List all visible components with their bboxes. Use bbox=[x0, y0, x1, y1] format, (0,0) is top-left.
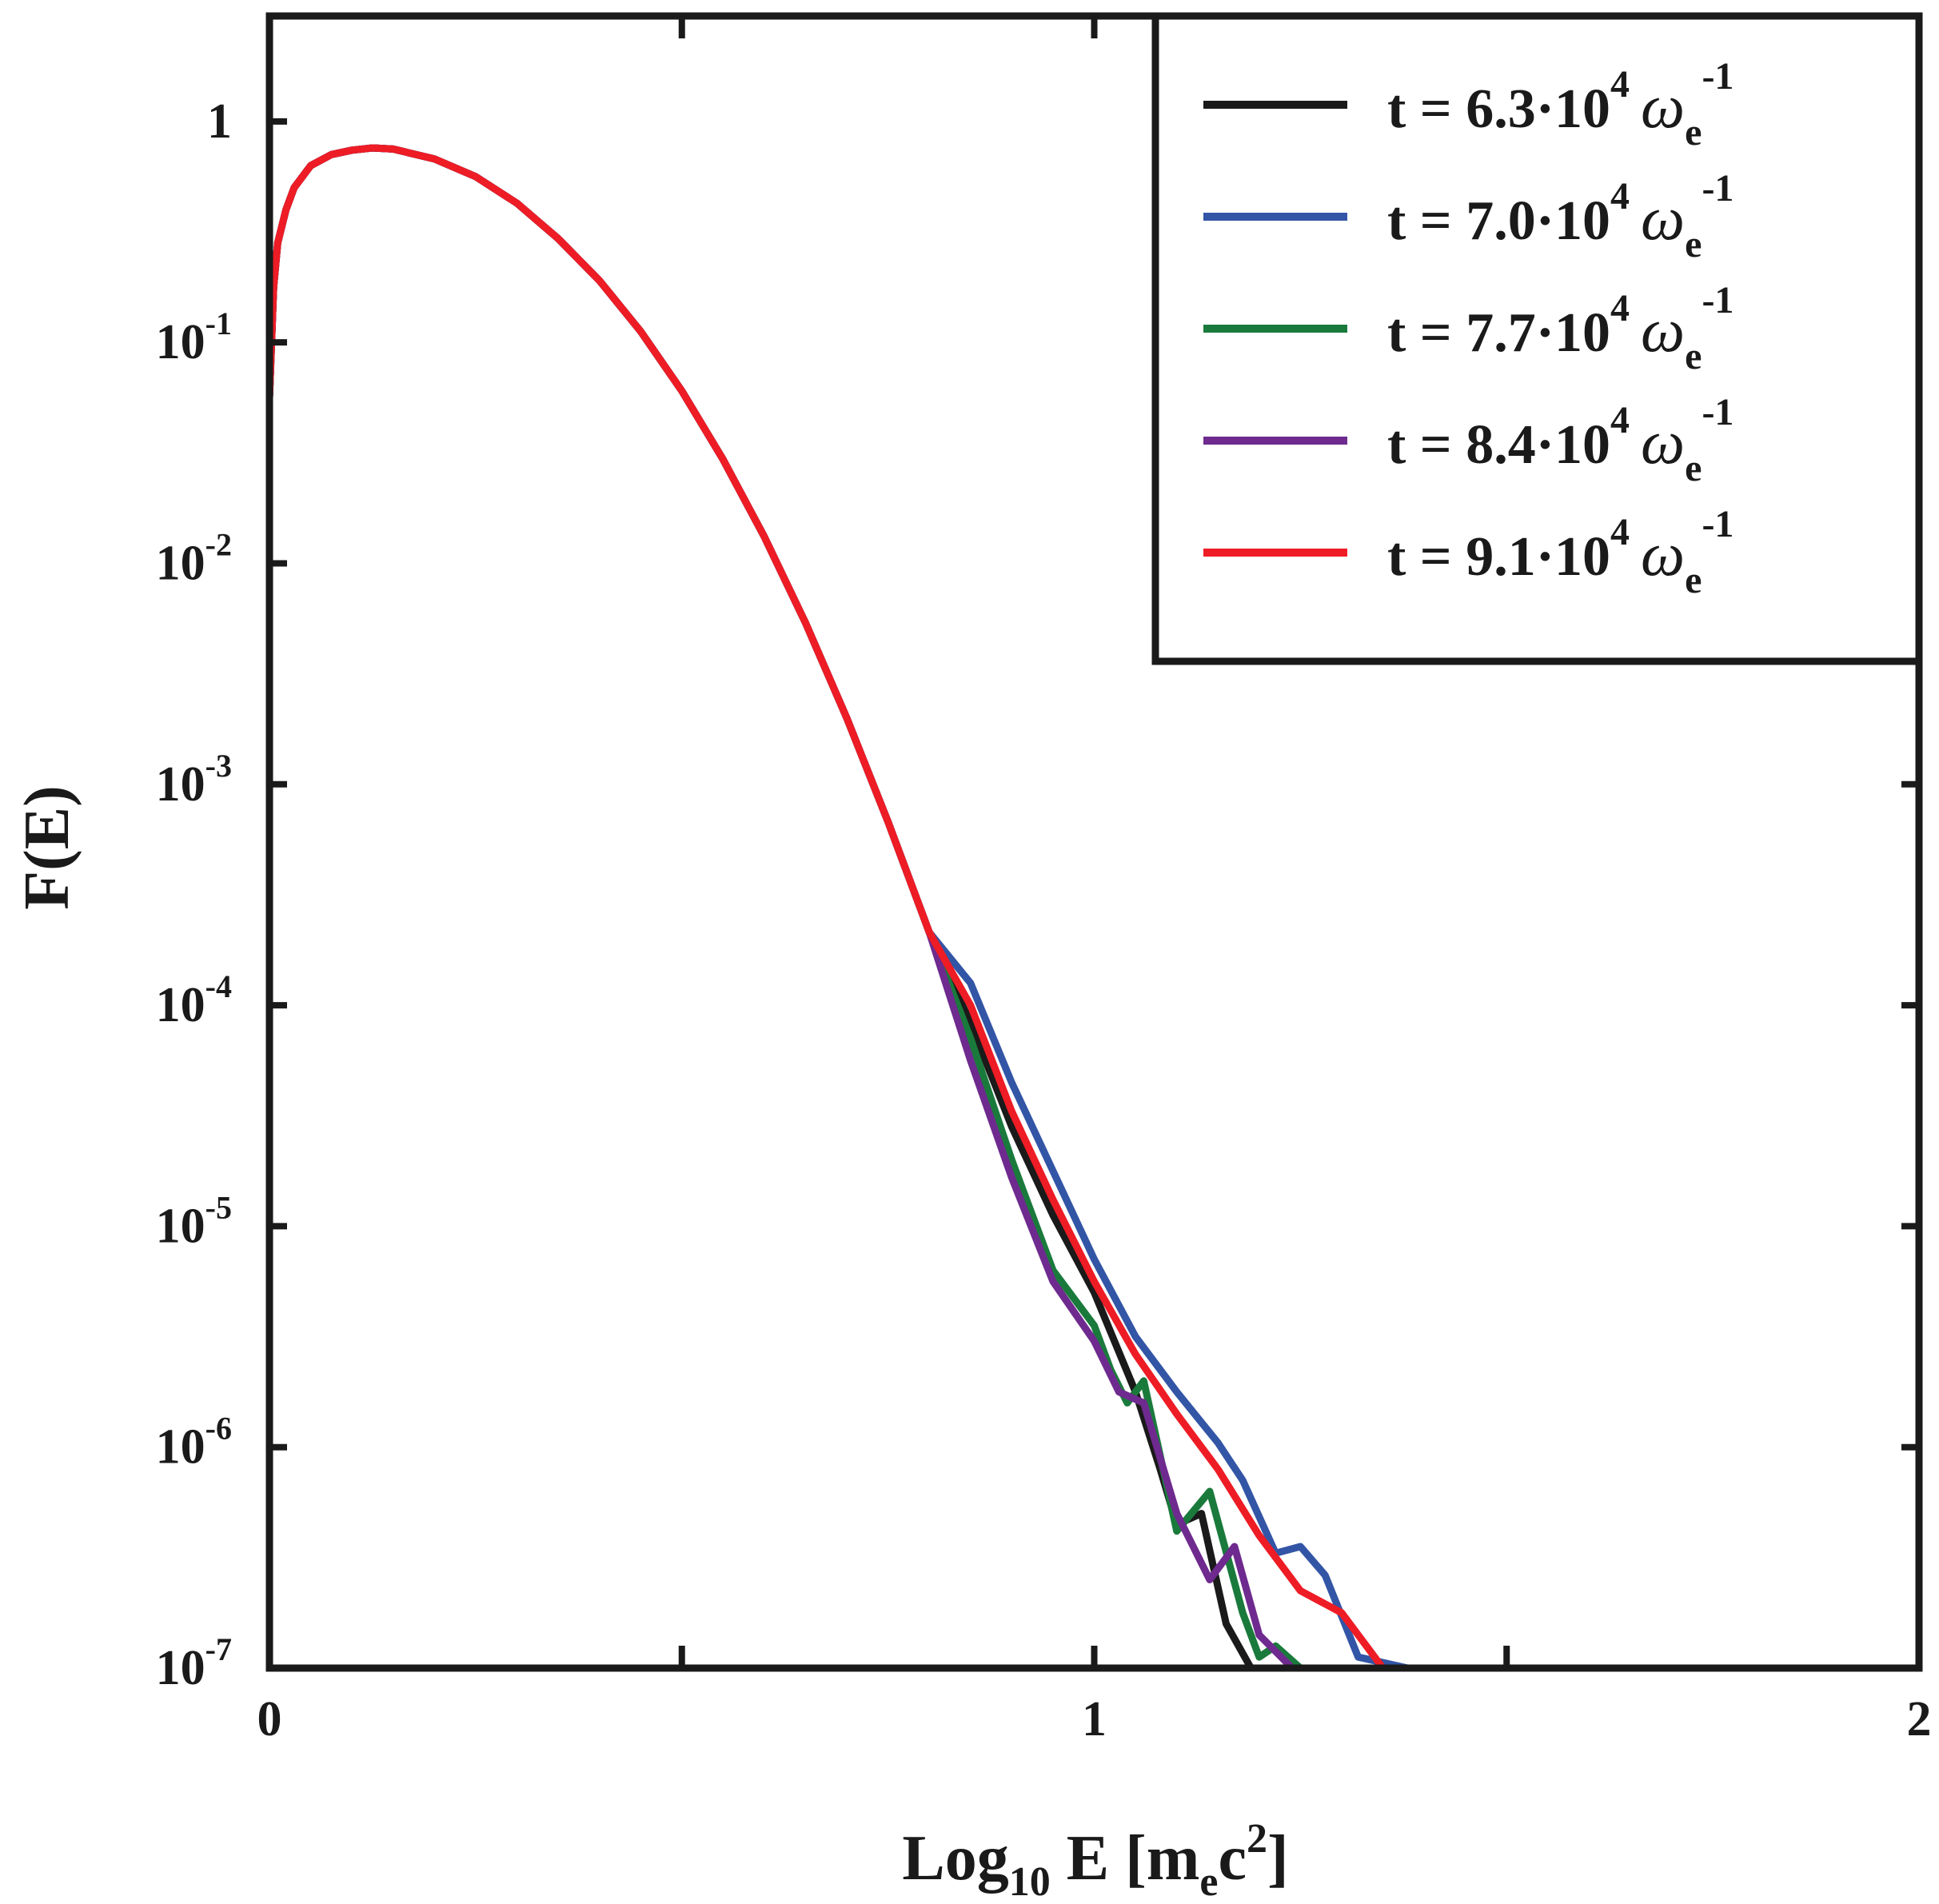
y-axis-title: F(E) bbox=[12, 785, 82, 910]
y-tick-label: 10-6 bbox=[156, 1411, 232, 1475]
series-layer bbox=[269, 144, 1919, 1668]
ticks-layer: 1 10-1 10-2 10-3 10-4 10-5 10-6 10-7 0 1 2 bbox=[156, 16, 1932, 1746]
x-axis-title: Log10 E [mec2] bbox=[902, 1816, 1288, 1904]
legend-label-2: t = 7.0·104 ωe-1 bbox=[1387, 167, 1734, 265]
x-tick-label: 0 bbox=[257, 1692, 282, 1746]
y-tick-label: 10-7 bbox=[156, 1631, 232, 1695]
y-tick-label: 10-2 bbox=[156, 526, 232, 590]
legend-box bbox=[1151, 12, 1923, 665]
y-tick-label: 10-4 bbox=[156, 968, 232, 1032]
y-tick-label: 1 bbox=[207, 94, 232, 149]
legend-label-3: t = 7.7·104 ωe-1 bbox=[1387, 279, 1734, 377]
y-tick-label: 10-5 bbox=[156, 1189, 232, 1253]
legend-label-4: t = 8.4·104 ωe-1 bbox=[1387, 391, 1734, 489]
y-tick-label: 10-3 bbox=[156, 748, 232, 812]
x-tick-label: 1 bbox=[1082, 1692, 1107, 1746]
legend-label-1: t = 6.3·104 ωe-1 bbox=[1387, 55, 1734, 154]
y-tick-label: 10-1 bbox=[156, 305, 232, 369]
series-line-5 bbox=[269, 144, 1919, 1668]
legend: t = 6.3·104 ωe-1 t = 7.0·104 ωe-1 t = 7.7·10… bbox=[1151, 12, 1923, 665]
legend-label-5: t = 9.1·104 ωe-1 bbox=[1387, 503, 1734, 601]
x-tick-label: 2 bbox=[1907, 1692, 1932, 1746]
